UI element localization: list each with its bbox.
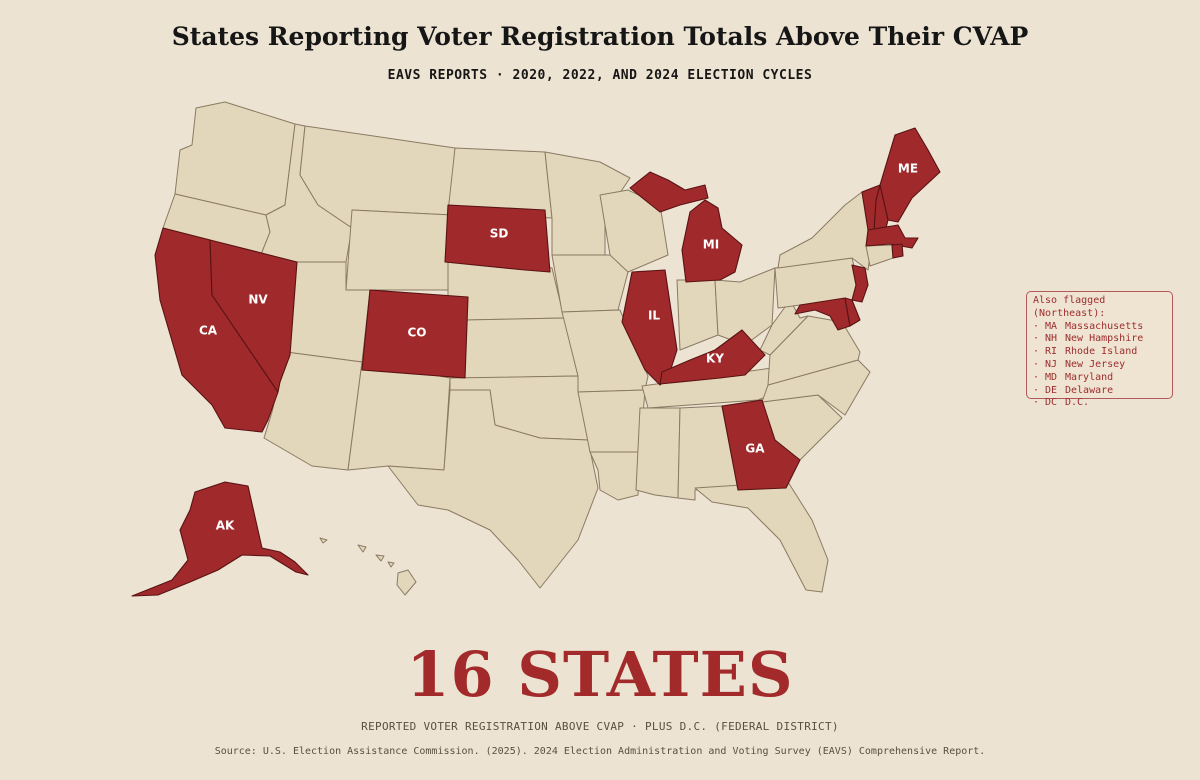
state-nm (347, 361, 451, 471)
state-ny (777, 191, 873, 271)
state-tx (387, 389, 599, 589)
label-ca: CA (199, 324, 218, 338)
state-mn (544, 151, 631, 256)
legend-item: · NH New Hampshire (1033, 333, 1144, 345)
state-nv (209, 239, 298, 393)
legend-title: Also flagged (Northeast): (1033, 295, 1106, 319)
state-mi (681, 199, 743, 283)
state-ia (551, 254, 629, 313)
state-ct (865, 244, 894, 267)
label-il: IL (648, 309, 660, 323)
state-fl (694, 481, 829, 593)
state-mi-upper (629, 171, 709, 213)
state-wy (345, 209, 453, 291)
northeast-legend: Also flagged (Northeast): · MA Massachuse… (1026, 291, 1173, 408)
state-hi (396, 569, 417, 596)
state-me (879, 127, 941, 223)
map-subtitle: EAVS REPORTS · 2020, 2022, AND 2024 ELEC… (387, 68, 813, 83)
state-sd (444, 204, 551, 273)
flagged-count: 16 STATES (406, 638, 794, 711)
source-note: Source: U.S. Election Assistance Commiss… (214, 746, 986, 757)
state-ks (464, 317, 579, 379)
legend-item: · RI Rhode Island (1033, 346, 1138, 358)
map-title: States Reporting Voter Registration Tota… (171, 22, 1029, 51)
us-states-map: SD NV CA CO IL MI KY GA AK ME (131, 101, 941, 597)
legend-item: · DC D.C. (1033, 397, 1090, 409)
legend-item: · NJ New Jersey (1033, 358, 1126, 370)
legend-item: · DE Delaware (1033, 384, 1114, 396)
state-in (676, 279, 719, 351)
state-nj (851, 264, 869, 303)
label-sd: SD (490, 227, 509, 241)
label-mi: MI (703, 238, 719, 252)
label-ky: KY (706, 352, 724, 366)
state-ar (577, 389, 646, 453)
count-caption: REPORTED VOTER REGISTRATION ABOVE CVAP ·… (361, 720, 839, 733)
label-co: CO (407, 326, 426, 340)
legend-item: · MA Massachusetts (1033, 320, 1144, 332)
label-ak: AK (216, 519, 235, 533)
state-ky (659, 329, 766, 385)
state-ak (131, 481, 309, 597)
state-ms (635, 407, 681, 499)
state-la (589, 451, 641, 501)
label-me: ME (898, 162, 918, 176)
legend-item: · MD Maryland (1033, 371, 1114, 383)
state-hi-islands (319, 537, 395, 568)
label-ga: GA (745, 442, 765, 456)
state-vt (861, 184, 881, 231)
state-co (361, 289, 469, 379)
state-ma (865, 224, 919, 249)
state-ga (721, 399, 801, 491)
state-de (844, 297, 861, 327)
state-wi (599, 189, 669, 273)
state-ri (891, 243, 904, 259)
label-nv: NV (248, 293, 268, 307)
